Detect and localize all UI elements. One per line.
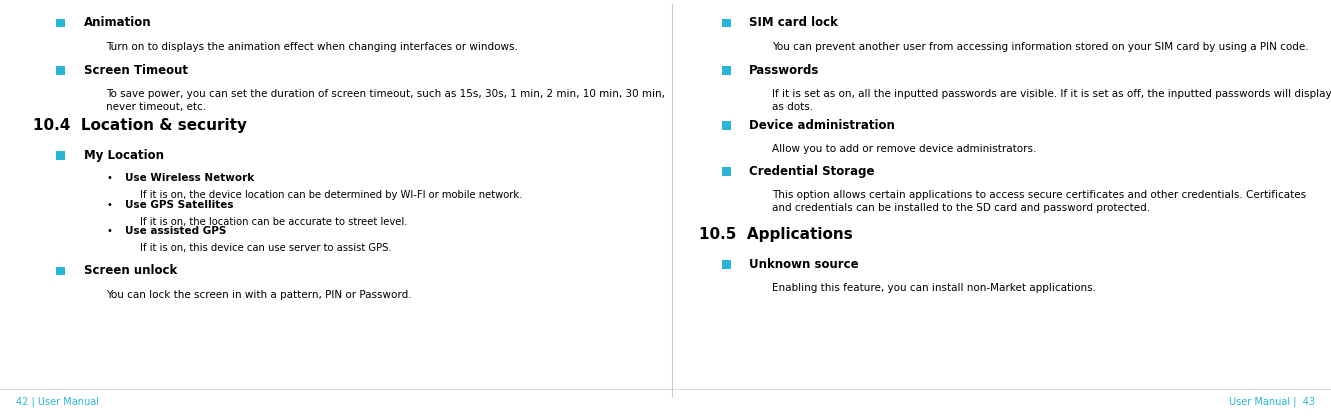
Text: •: • xyxy=(106,173,112,184)
Bar xyxy=(721,19,731,27)
Bar xyxy=(56,66,65,74)
Text: To save power, you can set the duration of screen timeout, such as 15s, 30s, 1 m: To save power, you can set the duration … xyxy=(106,89,666,112)
Text: Allow you to add or remove device administrators.: Allow you to add or remove device admini… xyxy=(772,144,1037,154)
Bar xyxy=(56,151,65,160)
Bar xyxy=(56,19,65,27)
Text: Screen Timeout: Screen Timeout xyxy=(84,64,188,77)
Text: Unknown source: Unknown source xyxy=(749,257,858,271)
Bar xyxy=(721,66,731,74)
Text: If it is on, the device location can be determined by WI-FI or mobile network.: If it is on, the device location can be … xyxy=(140,190,522,200)
Text: 10.5  Applications: 10.5 Applications xyxy=(699,227,853,242)
Text: Use GPS Satellites: Use GPS Satellites xyxy=(125,200,234,210)
Text: If it is set as on, all the inputted passwords are visible. If it is set as off,: If it is set as on, all the inputted pas… xyxy=(772,89,1331,112)
Text: Use Wireless Network: Use Wireless Network xyxy=(125,173,254,184)
Text: If it is on, this device can use server to assist GPS.: If it is on, this device can use server … xyxy=(140,243,391,253)
Text: Animation: Animation xyxy=(84,16,152,30)
Text: Use assisted GPS: Use assisted GPS xyxy=(125,226,226,236)
Text: Device administration: Device administration xyxy=(749,119,896,132)
Text: Credential Storage: Credential Storage xyxy=(749,165,874,178)
Text: If it is on, the location can be accurate to street level.: If it is on, the location can be accurat… xyxy=(140,217,407,227)
Bar xyxy=(721,260,731,268)
Text: •: • xyxy=(106,200,112,210)
Text: •: • xyxy=(106,226,112,236)
Text: Screen unlock: Screen unlock xyxy=(84,264,177,278)
Bar xyxy=(721,121,731,130)
Bar xyxy=(721,167,731,176)
Text: SIM card lock: SIM card lock xyxy=(749,16,839,30)
Text: 10.4  Location & security: 10.4 Location & security xyxy=(33,118,248,133)
Bar xyxy=(56,267,65,275)
Text: 42 | User Manual: 42 | User Manual xyxy=(16,397,98,408)
Text: My Location: My Location xyxy=(84,149,164,162)
Text: Passwords: Passwords xyxy=(749,64,820,77)
Text: You can prevent another user from accessing information stored on your SIM card : You can prevent another user from access… xyxy=(772,42,1308,52)
Text: User Manual |  43: User Manual | 43 xyxy=(1229,397,1315,408)
Text: You can lock the screen in with a pattern, PIN or Password.: You can lock the screen in with a patter… xyxy=(106,290,413,300)
Text: This option allows certain applications to access secure certificates and other : This option allows certain applications … xyxy=(772,190,1306,214)
Text: Enabling this feature, you can install non-Market applications.: Enabling this feature, you can install n… xyxy=(772,283,1095,293)
Text: Turn on to displays the animation effect when changing interfaces or windows.: Turn on to displays the animation effect… xyxy=(106,42,518,52)
